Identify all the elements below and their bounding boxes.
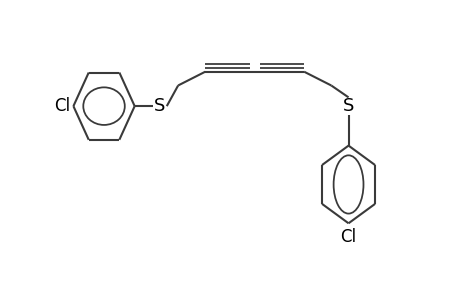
Text: S: S bbox=[154, 97, 165, 115]
Text: Cl: Cl bbox=[54, 97, 70, 115]
Text: Cl: Cl bbox=[340, 228, 356, 246]
Text: S: S bbox=[342, 97, 353, 115]
